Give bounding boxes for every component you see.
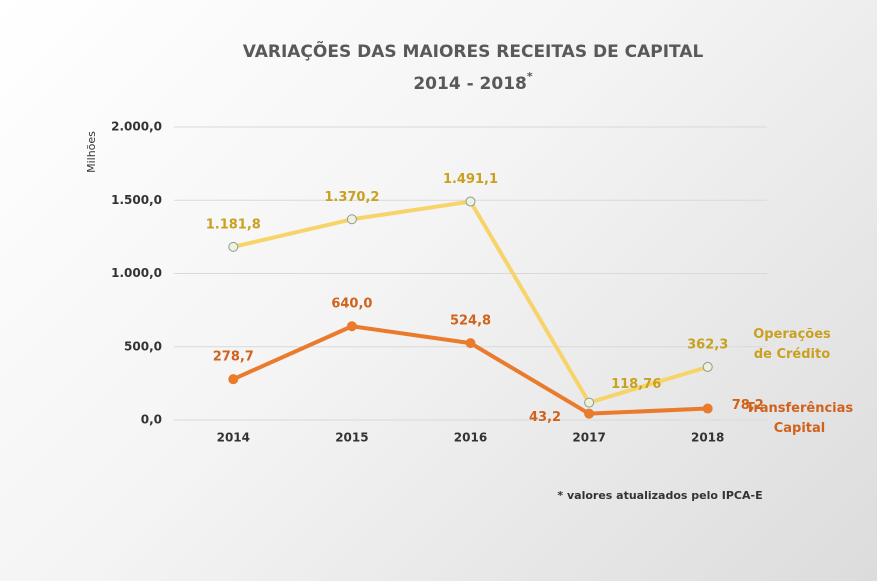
data-label: 1.181,8 [206, 217, 261, 232]
point-marker [228, 241, 239, 252]
point-marker [465, 196, 476, 207]
point-marker [702, 361, 713, 372]
subtitle-mark: * [527, 70, 533, 83]
point-marker [584, 397, 595, 408]
data-label: 640,0 [331, 297, 372, 312]
data-label: 1.491,1 [443, 172, 498, 187]
x-tick-label: 2014 [217, 431, 250, 445]
y-axis-label: Milhões [85, 131, 98, 173]
y-tick-label: 0,0 [141, 413, 162, 427]
point-marker [584, 408, 595, 419]
data-label: 278,7 [213, 350, 254, 365]
series-line [232, 199, 709, 405]
y-tick-label: 1.500,0 [111, 193, 162, 207]
x-tick-label: 2018 [691, 431, 724, 445]
x-tick-label: 2017 [572, 431, 605, 445]
legend-entry: Transferências Capital [745, 401, 854, 436]
y-tick-label: 2.000,0 [111, 120, 162, 134]
data-label: 1.370,2 [324, 190, 379, 205]
chart-subtitle: 2014 - 2018* [413, 70, 533, 94]
point-marker [228, 374, 239, 385]
chart-title: VARIAÇÕES DAS MAIORES RECEITAS DE CAPITA… [243, 39, 704, 62]
data-label: 524,8 [450, 314, 491, 329]
y-tick-label: 500,0 [124, 339, 162, 353]
point-marker [702, 403, 713, 414]
point-marker [465, 338, 476, 349]
x-tick-label: 2015 [335, 431, 368, 445]
data-label: 118,76 [611, 377, 661, 392]
point-marker [346, 214, 357, 225]
legend-entry: Operações de Crédito [753, 327, 831, 362]
x-tick-label: 2016 [454, 431, 487, 445]
data-label: 362,3 [687, 337, 728, 352]
subtitle-text: 2014 - 2018 [413, 74, 527, 94]
data-label: 43,2 [529, 410, 561, 425]
footnote: * valores atualizados pelo IPCA-E [557, 489, 762, 502]
y-tick-label: 1.000,0 [111, 266, 162, 280]
point-marker [346, 321, 357, 332]
data-label: 78,2 [732, 398, 764, 413]
